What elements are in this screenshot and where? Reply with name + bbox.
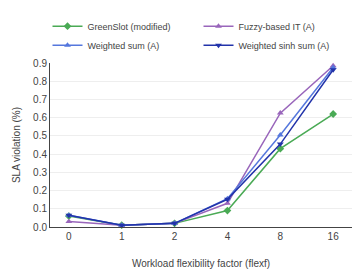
svg-text:0.7: 0.7 [33, 94, 47, 105]
svg-text:8: 8 [278, 231, 284, 242]
svg-text:0.6: 0.6 [33, 112, 47, 123]
svg-text:0.8: 0.8 [33, 76, 47, 87]
svg-text:0.2: 0.2 [33, 185, 47, 196]
svg-text:0.9: 0.9 [33, 58, 47, 69]
svg-text:1: 1 [119, 231, 125, 242]
svg-text:0.5: 0.5 [33, 130, 47, 141]
svg-text:0.1: 0.1 [33, 203, 47, 214]
svg-text:0: 0 [66, 231, 72, 242]
svg-text:Weighted sinh sum (A): Weighted sinh sum (A) [239, 41, 330, 51]
svg-text:Fuzzy-based IT (A): Fuzzy-based IT (A) [239, 22, 315, 32]
svg-text:4: 4 [225, 231, 231, 242]
svg-text:Weighted sum (A): Weighted sum (A) [88, 41, 160, 51]
svg-text:0.4: 0.4 [33, 149, 47, 160]
svg-text:SLA violation (%): SLA violation (%) [11, 107, 22, 183]
svg-text:Workload flexibility factor (f: Workload flexibility factor (flexf) [132, 258, 270, 269]
svg-text:16: 16 [328, 231, 340, 242]
svg-text:0.0: 0.0 [33, 222, 47, 233]
svg-text:2: 2 [172, 231, 178, 242]
svg-text:GreenSlot (modified): GreenSlot (modified) [88, 22, 171, 32]
svg-text:0.3: 0.3 [33, 167, 47, 178]
